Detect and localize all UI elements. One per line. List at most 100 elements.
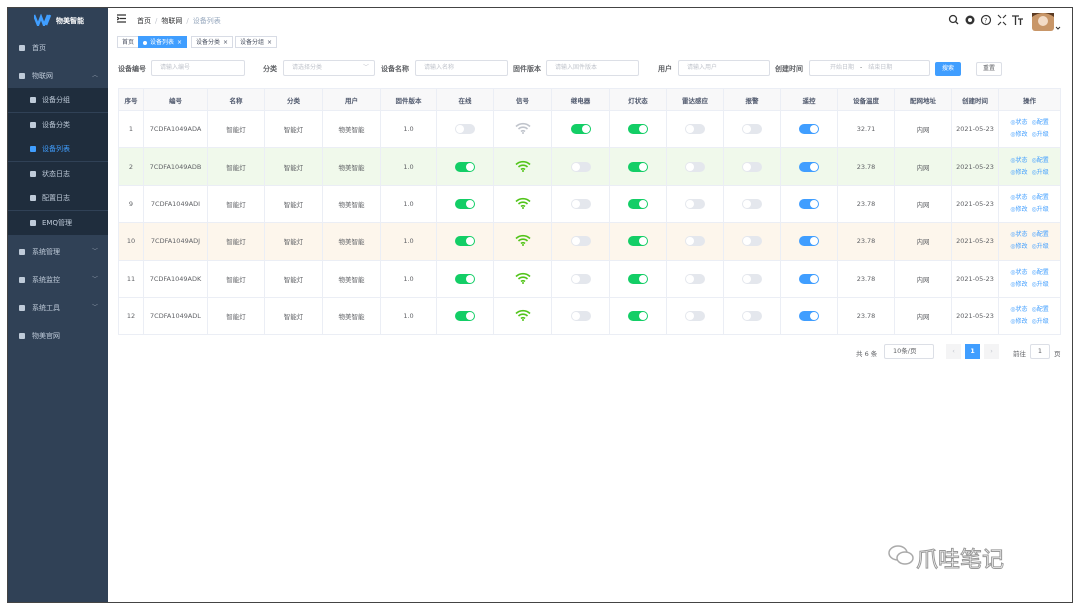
switch[interactable] (685, 236, 705, 247)
switch[interactable] (742, 198, 762, 209)
menu-item[interactable]: 系统管理 ﹀ (8, 240, 108, 264)
menu-item[interactable]: 系统工具 ﹀ (8, 296, 108, 320)
submenu-item[interactable]: EMQ管理 (8, 211, 108, 235)
action-link[interactable]: ◎配置 (1032, 157, 1049, 164)
prev[interactable]: ‹ (946, 344, 961, 359)
action-link[interactable]: ◎配置 (1032, 194, 1049, 201)
switch[interactable] (628, 236, 648, 247)
switch[interactable] (742, 311, 762, 322)
action-link[interactable]: ◎升级 (1032, 131, 1049, 138)
switch[interactable] (570, 161, 591, 172)
menu-item[interactable]: 物联网 ︿ (8, 64, 108, 88)
switch[interactable] (799, 311, 819, 322)
switch[interactable] (455, 273, 475, 284)
action-link[interactable]: ◎升级 (1032, 243, 1049, 250)
switch[interactable] (455, 124, 475, 135)
action-link[interactable]: ◎修改 (1010, 318, 1027, 325)
action-link[interactable]: ◎升级 (1032, 281, 1049, 288)
switch[interactable] (570, 236, 591, 247)
switch[interactable] (628, 161, 648, 172)
switch[interactable] (628, 124, 648, 135)
submenu-item[interactable]: 设备分类 (8, 112, 108, 137)
switch[interactable] (685, 311, 705, 322)
cell-text: 7CDFA1049ADB (149, 162, 202, 171)
switch[interactable] (742, 124, 762, 135)
action-link[interactable]: ◎配置 (1032, 119, 1049, 126)
submenu-item[interactable]: 配置日志 (8, 186, 108, 211)
action-link[interactable]: ◎修改 (1010, 131, 1027, 138)
tag[interactable]: 首页 (117, 36, 140, 48)
goto-unit: 页 (1054, 350, 1061, 358)
cell-text: 10 (126, 237, 136, 246)
switch[interactable] (685, 198, 705, 209)
action-link[interactable]: ◎状态 (1010, 231, 1027, 238)
switch[interactable] (799, 161, 819, 172)
next[interactable]: › (984, 344, 999, 359)
switch[interactable] (628, 311, 648, 322)
action-link[interactable]: ◎状态 (1010, 119, 1027, 126)
menu-item[interactable]: 物美官网 (8, 324, 108, 348)
page-number[interactable]: 1 (965, 344, 980, 359)
reset-button[interactable]: 重置 (976, 62, 1003, 76)
action-link[interactable]: ◎状态 (1010, 194, 1027, 201)
tag[interactable]: 设备分类 × (191, 36, 234, 48)
cell-text: 1.0 (403, 125, 414, 134)
action-link[interactable]: ◎状态 (1010, 306, 1027, 313)
action-link[interactable]: ◎升级 (1032, 169, 1049, 176)
switch[interactable] (799, 236, 819, 247)
switch[interactable] (685, 273, 705, 284)
tag[interactable]: 设备列表 × (138, 36, 188, 48)
input[interactable]: 请输入名称 (415, 60, 508, 76)
switch[interactable] (799, 124, 819, 135)
switch[interactable] (570, 198, 591, 209)
input[interactable]: 请选择分类 ﹀ (283, 60, 375, 76)
switch[interactable] (570, 273, 591, 284)
goto-input[interactable]: 1 (1030, 344, 1050, 359)
switch[interactable] (628, 273, 648, 284)
page-size[interactable]: 10条/页 (884, 344, 934, 359)
breadcrumb-item[interactable]: 物联网 (161, 17, 183, 25)
input[interactable]: 请输入固件版本 (546, 60, 639, 76)
breadcrumb-item[interactable]: 首页 (137, 17, 151, 25)
switch[interactable] (570, 124, 591, 135)
switch[interactable] (742, 236, 762, 247)
cell-text: 12 (126, 312, 136, 321)
hamburger[interactable] (117, 14, 127, 23)
switch[interactable] (570, 311, 591, 322)
switch[interactable] (455, 311, 475, 322)
date-range[interactable]: 开始日期 - 结束日期 (809, 60, 930, 76)
action-link[interactable]: ◎配置 (1032, 306, 1049, 313)
submenu-item[interactable]: 状态日志 (8, 161, 108, 186)
action-link[interactable]: ◎配置 (1032, 231, 1049, 238)
switch[interactable] (455, 236, 475, 247)
submenu-item[interactable]: 设备分组 (8, 88, 108, 112)
action-link[interactable]: ◎状态 (1010, 157, 1027, 164)
action-link[interactable]: ◎修改 (1010, 169, 1027, 176)
action-link[interactable]: ◎状态 (1010, 269, 1027, 276)
action-link[interactable]: ◎升级 (1032, 206, 1049, 213)
switch[interactable] (799, 273, 819, 284)
submenu-item[interactable]: 设备列表 (8, 137, 108, 162)
switch[interactable] (685, 124, 705, 135)
cell-category: 智能灯 (264, 147, 323, 186)
switch[interactable] (799, 198, 819, 209)
switch[interactable] (628, 198, 648, 209)
switch[interactable] (742, 161, 762, 172)
action-link[interactable]: ◎升级 (1032, 318, 1049, 325)
switch[interactable] (455, 198, 475, 209)
cell-user: 物美智能 (322, 296, 381, 336)
switch[interactable] (742, 273, 762, 284)
input[interactable]: 请输入编号 (151, 60, 245, 76)
menu-item[interactable]: 系统监控 ﹀ (8, 268, 108, 292)
input[interactable]: 请输入用户 (678, 60, 770, 76)
action-link[interactable]: ◎修改 (1010, 206, 1027, 213)
switch[interactable] (455, 161, 475, 172)
action-link[interactable]: ◎修改 (1010, 243, 1027, 250)
tag[interactable]: 设备分组 × (235, 36, 278, 48)
search-button[interactable]: 搜索 (935, 62, 962, 76)
action-icon: ◎ (1031, 268, 1037, 276)
menu-item[interactable]: 首页 (8, 36, 108, 60)
action-link[interactable]: ◎修改 (1010, 281, 1027, 288)
action-link[interactable]: ◎配置 (1032, 269, 1049, 276)
switch[interactable] (685, 161, 705, 172)
